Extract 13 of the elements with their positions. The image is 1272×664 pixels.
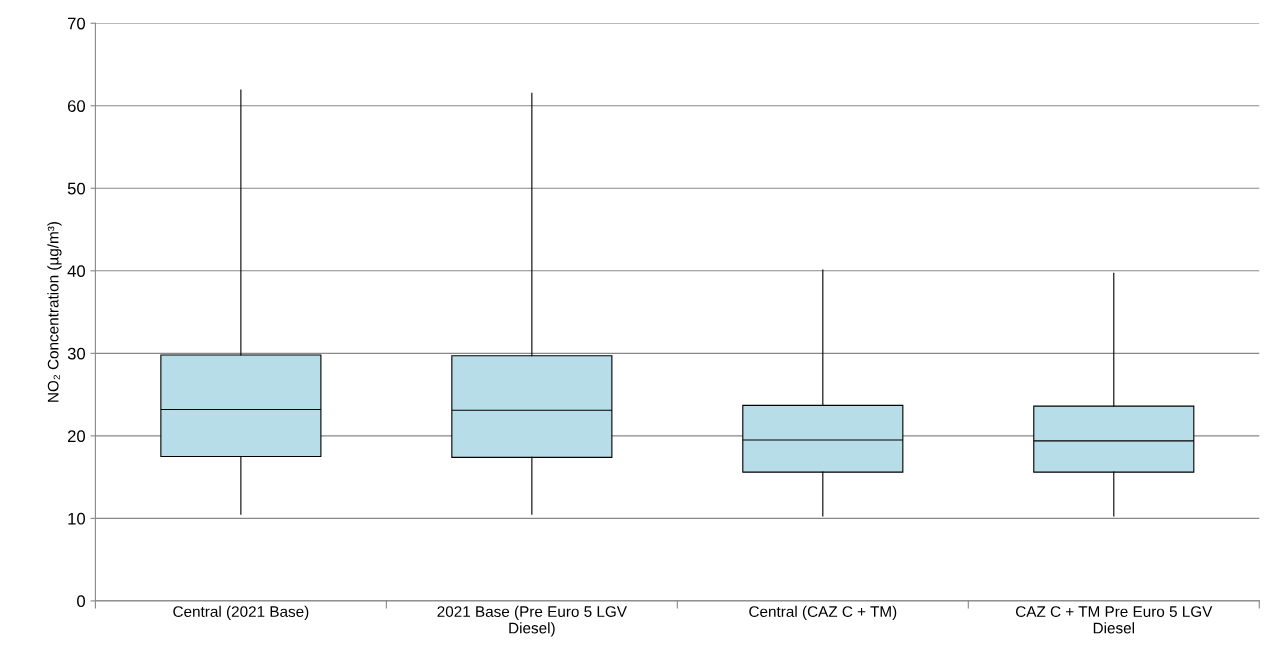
x-tick-label: CAZ C + TM Pre Euro 5 LGV Diesel xyxy=(1016,606,1213,634)
y-tick-label: 60 xyxy=(67,100,86,112)
y-axis-title: NO₂ Concentration (µg/m³) xyxy=(47,222,62,402)
y-tick-label: 20 xyxy=(67,430,86,443)
x-tick-label: 2021 Base (Pre Euro 5 LGV Diesel) xyxy=(437,605,627,637)
y-tick-label: 50 xyxy=(67,182,86,195)
y-tick-label: 30 xyxy=(67,347,86,360)
y-tick-label: 70 xyxy=(68,17,86,30)
y-tick-label: 40 xyxy=(67,265,86,278)
y-tick-label: 0 xyxy=(77,595,86,608)
x-tick-label: Central (2021 Base) xyxy=(173,605,309,621)
x-tick-label: Central (CAZ C + TM) xyxy=(749,605,897,621)
y-tick-label: 10 xyxy=(68,512,86,525)
